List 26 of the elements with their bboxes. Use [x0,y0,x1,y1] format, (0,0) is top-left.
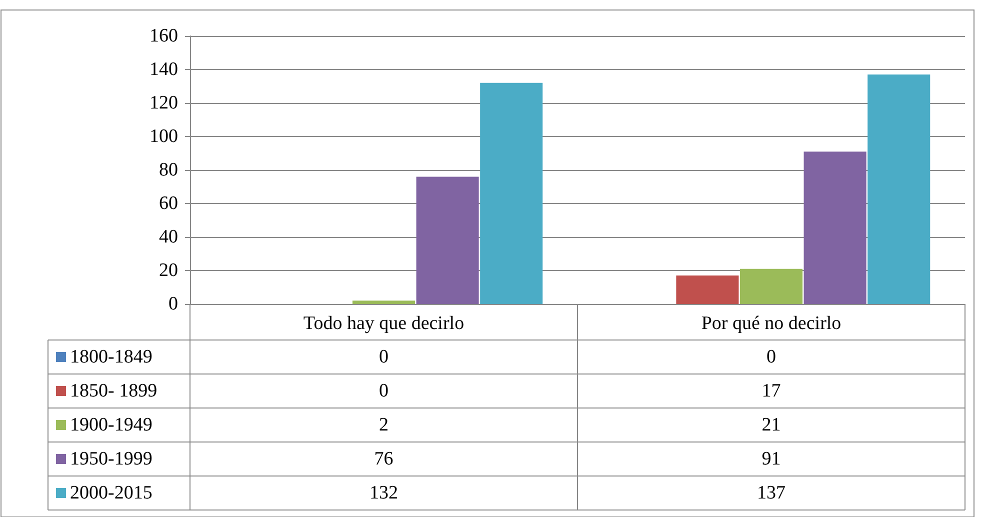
data-label: 132 [370,482,398,504]
data-label: 0 [379,380,388,402]
legend-label: 1900-1949 [70,414,152,436]
data-label: 91 [762,448,781,470]
y-tick-label: 100 [150,126,178,147]
data-label: 0 [766,346,776,368]
y-tick-label: 0 [168,294,178,314]
legend-label: 1850- 1899 [70,380,158,402]
data-label: 17 [762,380,781,402]
x-tick-label: Por qué no decirlo [701,313,842,334]
y-tick-label: 60 [159,193,178,214]
x-tick-label: Todo hay que decirlo [303,313,464,334]
legend-label: 1800-1849 [70,346,152,368]
legend-label: 1950-1999 [70,448,152,470]
y-tick-label: 80 [159,160,178,180]
y-tick-label: 140 [150,59,178,80]
data-label: 137 [757,482,786,504]
y-tick-label: 160 [150,26,178,46]
data-label: 0 [379,346,388,368]
data-label: 21 [762,414,781,436]
y-tick-label: 120 [150,92,178,114]
y-tick-label: 40 [159,226,178,248]
legend-label: 2000-2015 [70,482,152,504]
data-label: 2 [379,414,388,436]
y-tick-label: 20 [159,260,178,281]
data-label: 76 [374,448,394,470]
